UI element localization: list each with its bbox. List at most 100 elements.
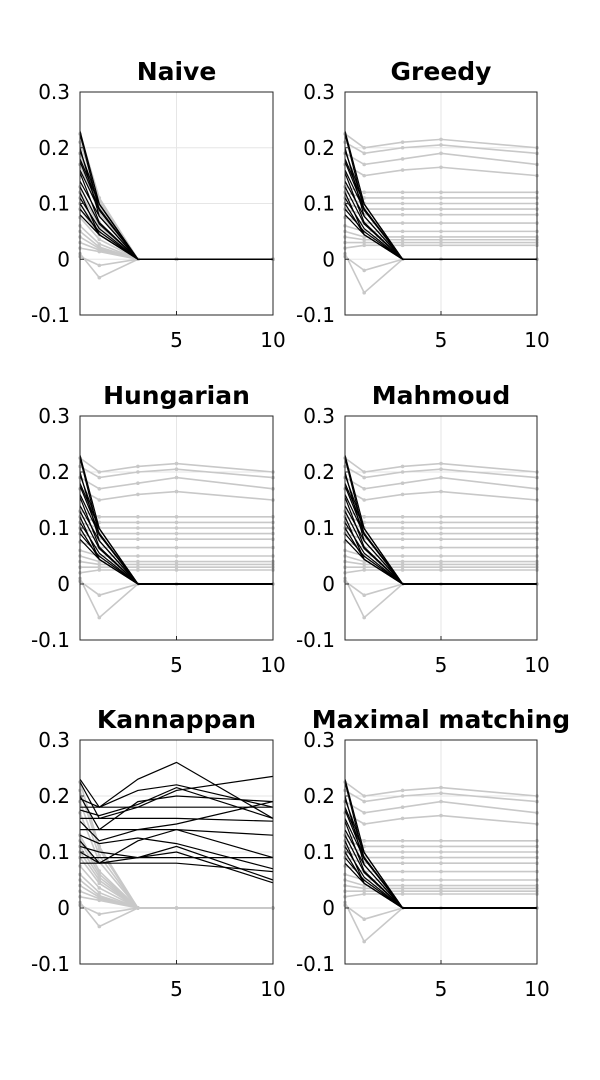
x-tick-label: 5 — [435, 328, 448, 352]
gray-series-point — [174, 526, 179, 530]
gray-series-point — [174, 545, 179, 550]
gray-series-point — [439, 520, 443, 525]
y-tick-label: 0 — [57, 896, 70, 920]
gray-series-point — [136, 568, 140, 572]
gray-series-point — [439, 165, 443, 170]
gray-series-point — [400, 844, 405, 849]
gray-series-point — [362, 889, 367, 893]
gray-series-point — [97, 890, 102, 895]
gray-series-point — [439, 855, 443, 860]
y-tick-label: 0 — [322, 247, 335, 271]
black-series-line — [79, 786, 274, 819]
gray-series-point — [362, 794, 367, 798]
panels-group: Naive -0.1 0 0.1 0.2 0.3 5 10 Greedy -0.1 0 0.1 0.2 0… — [31, 57, 570, 1001]
gray-series-point — [400, 190, 405, 195]
gray-series-point — [136, 537, 140, 541]
gray-series-point — [400, 526, 405, 530]
gray-series-point — [174, 475, 179, 480]
gray-series-point — [439, 526, 443, 530]
gray-series-point — [400, 562, 405, 567]
gray-series-point — [97, 853, 102, 858]
gray-series-point — [174, 537, 179, 541]
gray-series-point — [97, 559, 102, 564]
gray-series-point — [362, 917, 367, 921]
gray-series-point — [400, 515, 405, 519]
y-tick-label: 0.1 — [38, 192, 70, 216]
gray-series-point — [400, 201, 405, 206]
y-tick-label: 0 — [57, 247, 70, 271]
gray-series-point — [439, 196, 443, 200]
gray-series-point — [439, 201, 443, 206]
gray-series-point — [362, 811, 367, 815]
y-tick-label: 0.2 — [38, 136, 70, 160]
gray-series-point — [439, 515, 443, 519]
gray-series-point — [174, 531, 179, 536]
gray-series-point — [400, 207, 405, 211]
gray-series-point — [97, 615, 102, 620]
gray-series-point — [439, 531, 443, 536]
gray-series-point — [439, 190, 443, 195]
gray-series-point — [136, 470, 140, 474]
gray-series-point — [439, 869, 443, 874]
gray-series-point — [136, 481, 140, 486]
gray-series-point — [400, 568, 405, 572]
gray-series-point — [362, 470, 367, 474]
y-tick-label: 0.3 — [38, 80, 70, 104]
y-tick-label: 0 — [322, 572, 335, 596]
panel-4: Mahmoud -0.1 0 0.1 0.2 0.3 5 10 — [296, 381, 550, 677]
gray-series-point — [439, 886, 443, 891]
gray-series-point — [97, 475, 102, 480]
gray-series-point — [174, 559, 179, 564]
panel-title: Hungarian — [103, 381, 250, 410]
gray-series-point — [362, 151, 367, 156]
x-tick-label: 10 — [260, 653, 285, 677]
y-tick-label: -0.1 — [31, 303, 70, 327]
gray-series-point — [136, 545, 140, 550]
gray-series-point — [439, 243, 443, 248]
gray-series-point — [439, 537, 443, 541]
x-tick-label: 5 — [170, 328, 183, 352]
gray-series-point — [439, 850, 443, 854]
panel-title: Maximal matching — [312, 705, 570, 734]
gray-series-point — [400, 788, 405, 793]
y-tick-label: 0.2 — [303, 460, 335, 484]
gray-series-point — [97, 242, 102, 246]
gray-series-point — [400, 545, 405, 550]
gray-series-point — [400, 470, 405, 474]
black-series-group — [79, 761, 274, 884]
gray-series-point — [400, 157, 405, 161]
panel-1: Naive -0.1 0 0.1 0.2 0.3 5 10 — [31, 57, 286, 352]
gray-series-point — [174, 568, 179, 572]
y-tick-label: 0.2 — [303, 784, 335, 808]
x-tick-label: 10 — [260, 977, 285, 1001]
gray-series-point — [97, 593, 102, 597]
black-series-line — [80, 828, 274, 836]
black-series-line — [80, 817, 274, 822]
gray-series-group — [78, 780, 275, 929]
gray-series-point — [362, 839, 367, 843]
gray-series-point — [97, 249, 102, 254]
gray-series-point — [362, 498, 367, 502]
gray-series-point — [439, 813, 443, 818]
gray-series-point — [362, 162, 367, 167]
panel-title: Kannappan — [97, 705, 256, 734]
x-tick-label: 10 — [524, 328, 549, 352]
gray-series-point — [439, 791, 443, 795]
gray-series-point — [439, 892, 443, 896]
black-series-group — [79, 455, 273, 585]
gray-series-point — [439, 240, 443, 245]
y-tick-label: 0.3 — [38, 728, 70, 752]
gray-series-point — [400, 221, 405, 225]
y-tick-label: 0 — [57, 572, 70, 596]
panel-6: Maximal matching -0.1 0 0.1 0.2 0.3 5 10 — [296, 705, 570, 1001]
gray-series-point — [439, 475, 443, 480]
gray-series-point — [439, 212, 443, 217]
gray-series-point — [97, 237, 102, 242]
gray-series-point — [136, 464, 140, 469]
gray-series-point — [97, 498, 102, 502]
gray-series-point — [97, 886, 102, 890]
gray-series-point — [400, 794, 405, 798]
gray-series-point — [362, 475, 367, 480]
black-series-line — [79, 828, 274, 864]
y-tick-label: 0.1 — [303, 840, 335, 864]
